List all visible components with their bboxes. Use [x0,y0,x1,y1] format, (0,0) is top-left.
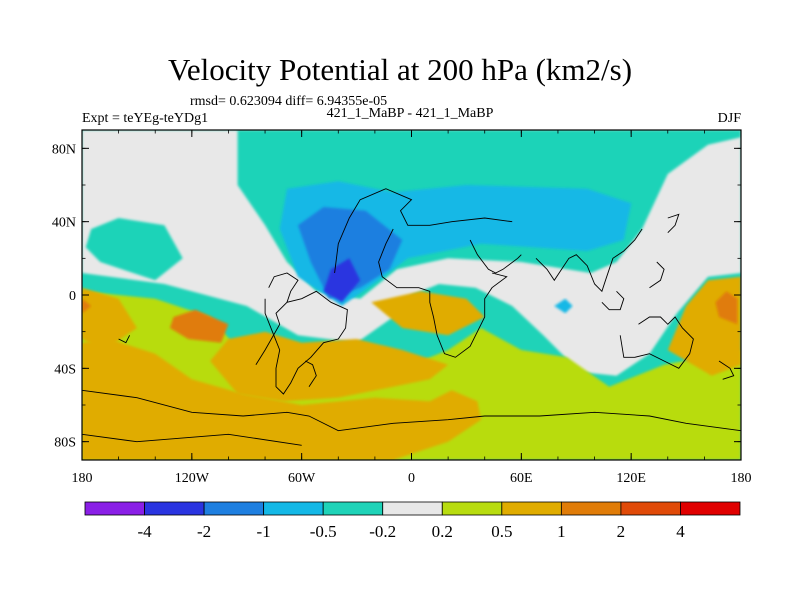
contour-region [715,291,738,325]
coastline [378,228,508,358]
colorbar-label: 0.5 [491,522,512,541]
contour-region [82,287,137,350]
colorbar-swatch [501,501,562,516]
contour-region [371,291,485,336]
colorbar-swatch [144,501,205,516]
colorbar-label: 4 [676,522,685,541]
plot-title: Velocity Potential at 200 hPa (km2/s) [167,52,633,87]
coastline [255,290,348,395]
contour-fill-layer [82,130,741,460]
season-label: DJF [717,111,741,126]
x-tick-label: 120W [175,471,210,486]
x-tick-label: 0 [408,471,415,486]
colorbar-swatch [263,501,324,516]
y-tick-label: 40S [54,362,76,377]
y-tick-label: 40N [52,216,76,231]
coastline [82,389,741,432]
colorbar-label: -1 [257,522,271,541]
x-tick-label: 120E [616,471,646,486]
coastline [118,335,131,344]
contour-region [323,258,361,303]
experiment-label: Expt = teYEg-teYDg1 [82,111,209,126]
contour-region [85,218,183,281]
coastline [619,316,694,369]
comparison-label: 421_1_MaBP - 421_1_MaBP [326,106,494,121]
coastline [305,360,317,387]
colorbar-label: -0.2 [369,522,396,541]
y-tick-label: 80N [52,142,76,157]
y-tick-label: 0 [69,289,76,304]
stats-line: rmsd= 0.623094 diff= 6.94355e-05 [190,94,388,109]
coastline [718,360,735,380]
colorbar-swatch [322,501,384,516]
x-tick-label: 180 [731,471,752,486]
colorbar-label: 0.2 [432,522,453,541]
colorbar-label: -4 [137,522,152,541]
colorbar-swatch [203,501,265,516]
axes: 180 120W 60W 0 60E 120E 180 80N 40N 0 40S 80S [52,130,752,486]
contour-region [210,331,449,402]
colorbar-swatch [441,501,503,516]
coastline [649,261,665,289]
colorbar-label: -0.5 [310,522,337,541]
colorbar-label: -2 [197,522,211,541]
coastline-layer [82,188,741,446]
colorbar-swatch [84,501,145,516]
coastline [667,213,680,234]
coastline [334,188,513,274]
x-tick-label: 180 [72,471,93,486]
coastline [601,290,625,311]
contour-region [82,298,92,314]
colorbar-swatch [620,501,681,516]
contour-region [554,298,573,314]
colorbar: -4 -2 -1 -0.5 -0.2 0.2 0.5 1 2 4 [84,501,741,541]
contour-region [298,207,403,299]
x-tick-label: 60E [510,471,533,486]
coastline [268,272,299,303]
colorbar-label: 1 [557,522,566,541]
colorbar-swatch [560,501,622,516]
coastline [82,433,302,446]
y-tick-label: 80S [54,436,76,451]
colorbar-swatch [382,501,443,516]
coastline [535,228,643,293]
coastline [469,239,522,274]
contour-region [82,339,482,460]
x-tick-label: 60W [288,471,316,486]
contour-region [169,309,229,343]
colorbar-swatch [680,501,741,516]
colorbar-label: 2 [617,522,626,541]
